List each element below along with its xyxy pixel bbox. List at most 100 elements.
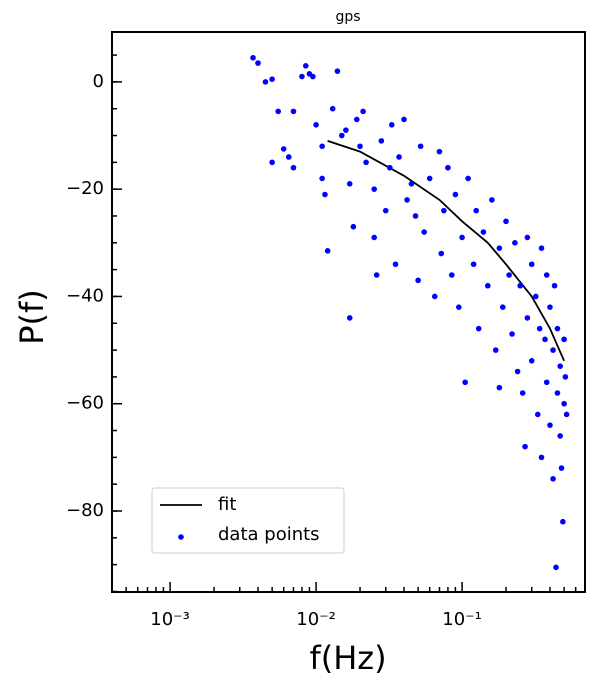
- data-point: [551, 282, 558, 289]
- data-point: [302, 62, 309, 69]
- data-point: [408, 181, 415, 187]
- data-point: [421, 229, 427, 235]
- data-point: [496, 384, 503, 391]
- y-tick-label: 0: [93, 71, 104, 92]
- data-point: [480, 229, 487, 235]
- data-point: [448, 272, 455, 278]
- x-tick-label: 10⁻¹: [442, 609, 482, 630]
- data-point: [275, 108, 281, 115]
- data-point: [484, 282, 491, 289]
- data-point: [506, 272, 512, 278]
- data-point: [558, 465, 565, 471]
- data-point: [319, 143, 325, 150]
- data-point: [465, 175, 471, 182]
- data-point: [371, 186, 377, 192]
- fit-line: [327, 140, 565, 362]
- data-point: [310, 73, 316, 80]
- data-point: [404, 197, 410, 203]
- data-point: [554, 390, 561, 396]
- data-point: [547, 304, 553, 310]
- data-point: [475, 325, 482, 332]
- data-point: [285, 154, 292, 160]
- data-point: [436, 148, 443, 155]
- y-tick-label: −60: [66, 393, 104, 414]
- data-point: [269, 76, 275, 83]
- data-point: [543, 272, 550, 278]
- legend-label: data points: [218, 524, 320, 545]
- data-point: [534, 411, 541, 418]
- data-point: [392, 261, 399, 268]
- data-point: [489, 197, 495, 203]
- x-axis-label: f(Hz): [309, 639, 386, 677]
- data-point: [547, 422, 553, 428]
- data-point: [514, 368, 521, 375]
- data-point: [350, 223, 357, 230]
- data-point: [519, 390, 526, 396]
- x-tick-label: 10⁻³: [150, 609, 190, 630]
- data-point: [417, 143, 424, 150]
- data-point: [290, 108, 297, 115]
- data-point: [262, 79, 269, 85]
- x-tick-label: 10⁻²: [296, 609, 336, 630]
- data-point: [280, 146, 287, 152]
- data-point: [441, 207, 447, 214]
- data-point: [415, 277, 421, 284]
- data-point: [346, 315, 353, 321]
- data-point: [533, 293, 539, 300]
- plot-frame: [111, 31, 586, 593]
- data-point: [528, 261, 535, 268]
- data-point: [503, 218, 509, 225]
- data-point: [373, 272, 380, 278]
- y-tick-label: −20: [66, 178, 104, 199]
- data-point: [554, 325, 561, 332]
- data-point: [499, 304, 506, 310]
- data-point: [378, 138, 385, 144]
- data-point: [338, 132, 345, 139]
- data-point: [319, 175, 325, 182]
- data-point: [550, 347, 556, 353]
- data-point: [250, 54, 256, 61]
- data-point: [509, 331, 515, 337]
- data-point: [426, 175, 433, 182]
- data-point: [563, 411, 570, 418]
- data-point: [388, 121, 395, 128]
- data-point: [473, 207, 480, 214]
- data-point: [346, 181, 353, 187]
- legend-label: fit: [218, 494, 236, 515]
- data-point: [517, 282, 523, 289]
- data-point: [560, 518, 566, 525]
- y-tick-label: −80: [66, 500, 104, 521]
- data-point: [334, 68, 341, 74]
- data-point: [536, 325, 543, 332]
- data-point: [557, 433, 563, 439]
- data-point: [538, 245, 545, 251]
- data-point: [524, 315, 531, 321]
- data-point: [363, 159, 369, 166]
- data-point: [470, 261, 477, 268]
- data-point: [401, 116, 407, 123]
- data-point: [561, 400, 567, 407]
- chart-title: gps: [335, 9, 360, 25]
- data-point: [550, 476, 556, 482]
- data-point: [269, 159, 275, 166]
- data-point: [542, 336, 548, 343]
- data-point: [255, 60, 261, 66]
- data-point: [452, 191, 459, 198]
- data-point: [462, 379, 468, 386]
- data-point: [561, 336, 567, 343]
- legend-marker: [178, 534, 184, 540]
- data-point: [324, 248, 331, 254]
- data-point: [387, 164, 393, 171]
- data-point: [459, 234, 465, 241]
- data-point: [357, 143, 363, 150]
- data-point: [313, 121, 319, 128]
- data-point: [329, 105, 336, 112]
- data-point: [557, 363, 563, 369]
- data-point: [456, 304, 462, 310]
- data-point: [496, 245, 503, 251]
- data-point: [528, 358, 535, 364]
- data-point: [299, 73, 305, 80]
- data-point: [492, 347, 499, 353]
- data-point: [543, 379, 550, 386]
